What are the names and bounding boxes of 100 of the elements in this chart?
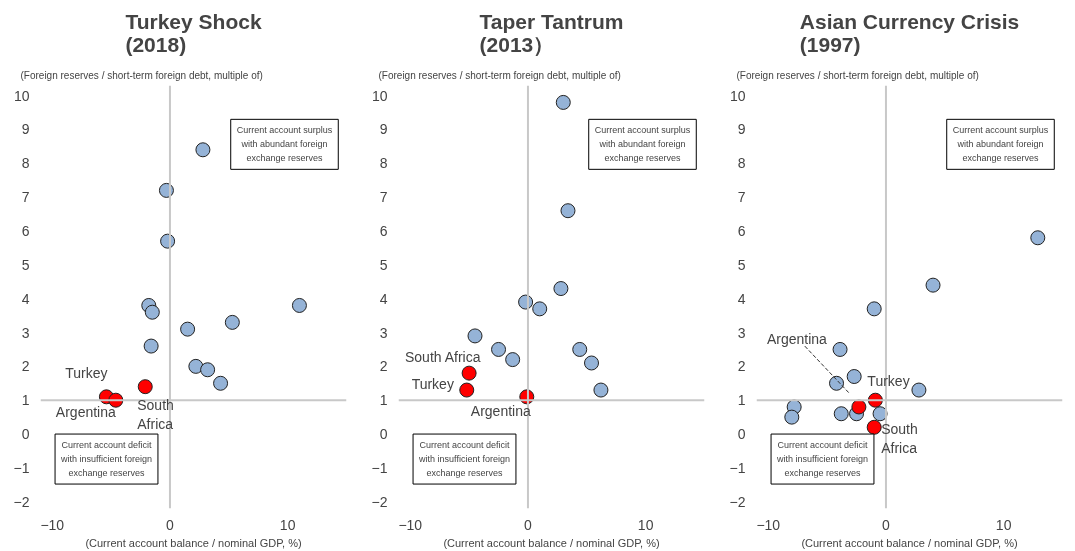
annotation: Current account deficit with insufficient foreign exchange reserves — [418, 440, 511, 479]
y-tick-label: 0 — [737, 426, 746, 443]
y-tick-label: −1 — [13, 459, 30, 476]
point — [572, 341, 588, 357]
point — [291, 297, 307, 313]
point — [829, 375, 845, 391]
y-tick-label: 8 — [21, 155, 30, 172]
series-label: Turkey — [411, 376, 454, 393]
point — [851, 399, 867, 415]
annotation: Current account surplus with abundant foreign exchange reserves — [952, 125, 1049, 164]
point — [911, 382, 927, 398]
point — [467, 328, 483, 344]
series-label: South Africa — [137, 396, 174, 432]
y-tick-label: 8 — [379, 155, 388, 172]
y-tick-label: 10 — [13, 87, 30, 104]
point — [195, 142, 211, 158]
point — [144, 304, 160, 320]
y-axis-title: (Foreign reserves / short-term foreign debt, multiple of) — [20, 69, 263, 81]
point — [555, 94, 571, 110]
y-tick-label: 1 — [21, 392, 30, 409]
point — [593, 382, 609, 398]
y-tick-label: 1 — [379, 392, 388, 409]
y-tick-label: −2 — [371, 493, 388, 510]
chart-title: Turkey Shock (2018) — [125, 9, 262, 56]
x-tick-label: 0 — [882, 516, 891, 533]
point — [866, 301, 882, 317]
x-tick-label: 10 — [279, 516, 296, 533]
point — [846, 369, 862, 385]
point — [143, 338, 159, 354]
point — [213, 375, 229, 391]
point — [532, 301, 548, 317]
y-tick-label: 9 — [21, 121, 30, 138]
y-tick-label: 0 — [21, 426, 30, 443]
annotation: Current account surplus with abundant foreign exchange reserves — [594, 125, 691, 164]
series-label: Turkey — [867, 373, 910, 390]
annotation: Current account surplus with abundant foreign exchange reserves — [236, 125, 333, 164]
y-tick-label: −2 — [729, 493, 746, 510]
y-tick-label: 9 — [737, 121, 746, 138]
x-tick-label: −10 — [756, 516, 781, 533]
y-tick-label: 9 — [379, 121, 388, 138]
series-label: Argentina — [55, 404, 116, 421]
point — [784, 409, 800, 425]
point — [866, 419, 882, 435]
y-tick-label: 8 — [737, 155, 746, 172]
y-tick-label: 2 — [379, 358, 388, 375]
x-tick-label: −10 — [40, 516, 65, 533]
y-tick-label: 7 — [379, 189, 388, 206]
y-axis-title: (Foreign reserves / short-term foreign debt, multiple of) — [378, 69, 621, 81]
y-tick-label: 5 — [379, 256, 388, 273]
chart-title: Asian Currency Crisis (1997) — [799, 9, 1020, 56]
y-tick-label: 2 — [21, 358, 30, 375]
y-tick-label: 3 — [379, 324, 388, 341]
y-tick-label: 2 — [737, 358, 746, 375]
y-tick-label: −2 — [13, 493, 30, 510]
point — [584, 355, 600, 371]
point — [188, 358, 204, 374]
x-axis-title: (Current account balance / nominal GDP, %) — [443, 536, 660, 549]
chart-title: Taper Tantrum (2013） — [479, 9, 624, 56]
point — [461, 365, 477, 381]
series-label: South Africa — [881, 421, 918, 457]
y-axis-title: (Foreign reserves / short-term foreign debt, multiple of) — [736, 69, 979, 81]
y-tick-label: 7 — [737, 189, 746, 206]
y-tick-label: 6 — [737, 223, 746, 240]
x-tick-label: −10 — [398, 516, 423, 533]
point — [553, 281, 569, 297]
y-tick-label: 3 — [21, 324, 30, 341]
y-tick-label: 7 — [21, 189, 30, 206]
x-tick-label: 10 — [637, 516, 654, 533]
point — [833, 406, 849, 422]
y-tick-label: 6 — [21, 223, 30, 240]
point — [925, 277, 941, 293]
point — [459, 382, 475, 398]
x-axis-title: (Current account balance / nominal GDP, %) — [801, 536, 1018, 549]
point — [491, 341, 507, 357]
series-label: Turkey — [65, 364, 108, 381]
y-tick-label: 10 — [371, 87, 388, 104]
point — [560, 203, 576, 219]
x-tick-label: 0 — [166, 516, 175, 533]
y-tick-label: 6 — [379, 223, 388, 240]
y-tick-label: 3 — [737, 324, 746, 341]
annotation: Current account deficit with insufficient foreign exchange reserves — [776, 440, 869, 479]
point — [1030, 230, 1046, 246]
point — [180, 321, 196, 337]
series-label: South Africa — [404, 349, 481, 366]
y-tick-label: 4 — [21, 290, 30, 307]
x-axis-title: (Current account balance / nominal GDP, %) — [85, 536, 302, 549]
y-tick-label: 10 — [729, 87, 746, 104]
series-label: Argentina — [470, 402, 531, 419]
text: Argentina — [766, 330, 828, 347]
y-tick-label: 4 — [379, 290, 388, 307]
x-tick-label: 0 — [524, 516, 533, 533]
y-tick-label: 4 — [737, 290, 746, 307]
point — [137, 379, 153, 395]
point — [224, 314, 240, 330]
y-tick-label: −1 — [371, 459, 388, 476]
y-tick-label: 1 — [737, 392, 746, 409]
x-tick-label: 10 — [995, 516, 1012, 533]
y-tick-label: 0 — [379, 426, 388, 443]
point — [832, 341, 848, 357]
y-tick-label: 5 — [737, 256, 746, 273]
